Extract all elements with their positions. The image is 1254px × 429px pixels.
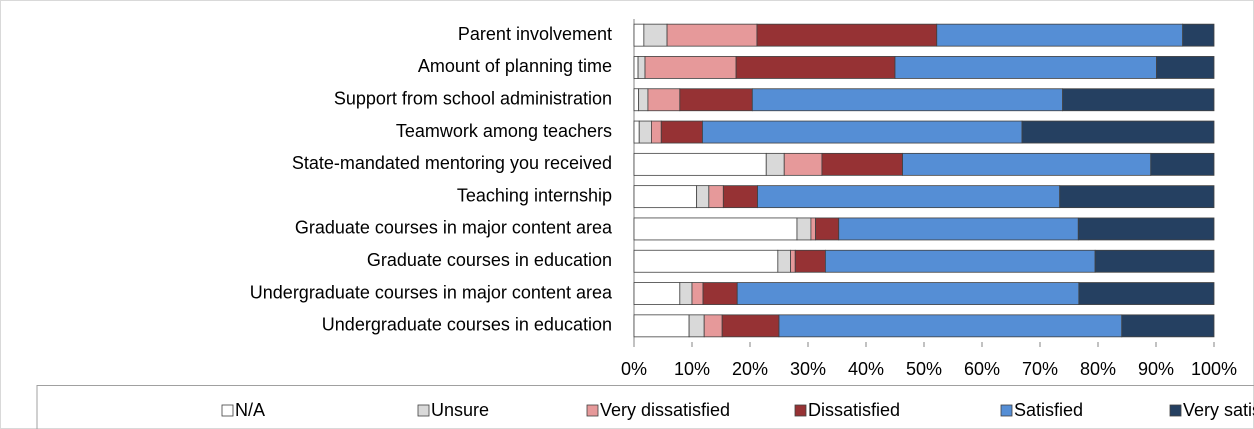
bar-segment [702,120,1023,144]
bar-segment [936,23,1184,47]
bar-segment [1121,314,1215,338]
bar-segment [637,56,646,79]
bar-segment [651,120,662,144]
bar-segment [633,23,645,47]
legend-swatch [794,404,807,417]
bar-segment [736,282,1080,305]
bar-segment [633,185,698,209]
x-tick-label: 80% [1080,359,1116,379]
bar-segment [735,56,896,79]
legend-swatch [417,404,430,417]
bar-segment [633,56,639,79]
legend-label: Very satisfied [1183,400,1254,420]
legend-swatch [1169,404,1182,417]
x-tick-label: 0% [621,359,647,379]
bar-segment [838,217,1079,241]
bar-segment [721,314,780,338]
bar-segment [633,217,798,241]
bar-segment [638,88,649,112]
legend-swatch [1000,404,1013,417]
bar-segment [825,249,1096,273]
legend-swatch [221,404,234,417]
legend-label: Satisfied [1014,400,1083,420]
legend-border [36,385,1254,429]
legend-label: N/A [235,400,265,420]
bar-segment [633,249,779,273]
bar-segment [633,314,690,338]
y-tick-label: Graduate courses in major content area [295,218,613,238]
bar-segment [1156,56,1215,79]
bar-segment [633,120,640,144]
bar-segment [756,23,938,47]
x-tick-label: 100% [1191,359,1237,379]
bar-segment [702,282,738,305]
bar-segment [1021,120,1215,144]
bar-segment [778,314,1123,338]
bar-segment [708,185,724,209]
y-tick-label: Support from school administration [334,89,612,109]
y-tick-label: Undergraduate courses in education [322,315,612,335]
bar-segment [1078,282,1215,305]
bar-segment [777,249,792,273]
y-tick-label: Parent involvement [458,24,612,44]
bar-segment [894,56,1157,79]
x-tick-label: 10% [674,359,710,379]
bar-segment [1077,217,1215,241]
bar-segment [633,88,640,112]
bar-segment [796,217,812,241]
legend-label: Very dissatisfied [600,400,730,420]
bar-segment [666,23,758,47]
bar-segment [679,282,693,305]
bar-segment [1059,185,1215,209]
bar-segment [633,282,681,305]
x-tick-label: 30% [790,359,826,379]
x-tick-label: 60% [964,359,1000,379]
x-tick-label: 70% [1022,359,1058,379]
bar-segment [679,88,753,112]
bar-segment [790,249,796,273]
legend-swatch [586,404,599,417]
legend-label: Unsure [431,400,489,420]
bar-segment [644,56,737,79]
y-tick-label: Teamwork among teachers [396,121,612,141]
bar-segment [633,152,767,176]
bar-segment [696,185,710,209]
bar-segment [815,217,840,241]
bar-segment [1094,249,1215,273]
x-tick-label: 20% [732,359,768,379]
bar-segment [660,120,703,144]
x-tick-label: 50% [906,359,942,379]
bar-segment [643,23,668,47]
y-tick-label: Graduate courses in education [367,250,612,270]
bar-segment [751,88,1064,112]
bar-segment [765,152,785,176]
bar-segment [1062,88,1215,112]
bar-segment [691,282,704,305]
bar-segment [638,120,652,144]
y-tick-label: Undergraduate courses in major content a… [250,282,613,302]
bar-segment [821,152,903,176]
bar-segment [647,88,681,112]
bar-segment [757,185,1061,209]
y-tick-label: Teaching internship [457,185,612,205]
bar-segment [722,185,758,209]
y-tick-label: State-mandated mentoring you received [292,153,612,173]
bar-segment [810,217,816,241]
bar-segment [1150,152,1215,176]
bar-segment [688,314,705,338]
bar-segment [703,314,723,338]
y-tick-label: Amount of planning time [418,56,612,76]
x-tick-label: 90% [1138,359,1174,379]
bar-segment [1182,23,1215,47]
bar-segment [783,152,823,176]
bar-segment [794,249,826,273]
bar-segment [902,152,1152,176]
legend-label: Dissatisfied [808,400,900,420]
x-tick-label: 40% [848,359,884,379]
